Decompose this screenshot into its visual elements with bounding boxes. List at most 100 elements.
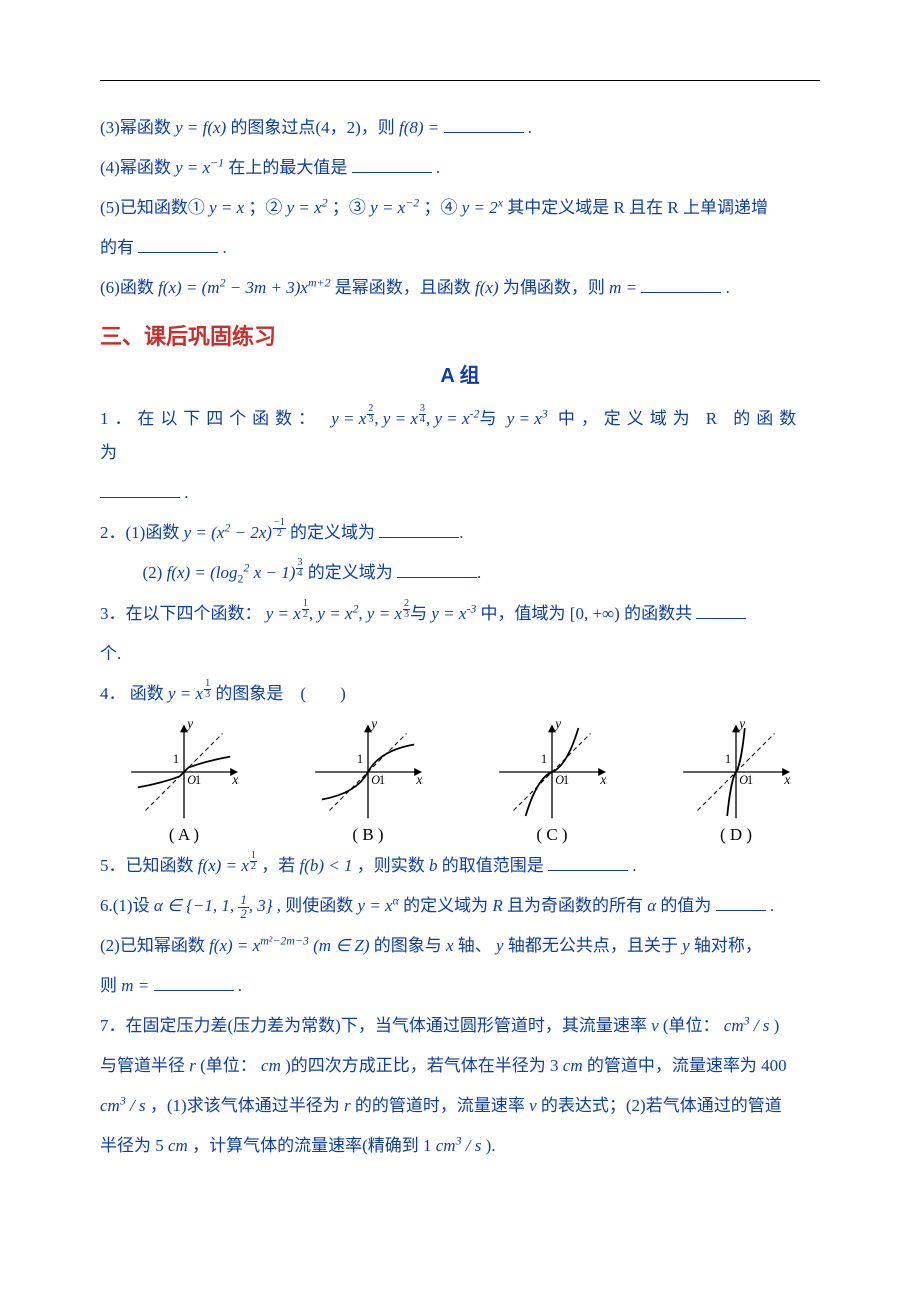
a7-l4t: ). <box>486 1136 496 1155</box>
a1-e0d: 3 <box>367 415 374 425</box>
q5-prefix: (5)已知函数① <box>100 198 209 217</box>
graph-a: y x O 1 1 ( A ) <box>100 717 268 845</box>
a3-i0: y = x <box>266 604 301 623</box>
graphs-row: y x O 1 1 ( A ) y x O 1 1 ( B ) <box>100 717 820 845</box>
a2-l2t: 的定义域为 <box>308 563 393 582</box>
a4-math: y = x <box>168 684 203 703</box>
q6-tail: . <box>726 278 730 297</box>
a7-l4s: / s <box>462 1136 482 1155</box>
a6-mid4: 的值为 <box>660 896 711 915</box>
top-q3: (3)幂函数 y = f(x) 的图象过点(4，2)，则 f(8) = . <box>100 111 820 145</box>
a6-blank2 <box>154 975 234 991</box>
svg-text:1: 1 <box>725 752 731 766</box>
q5-tail: . <box>223 238 227 257</box>
graph-b: y x O 1 1 ( B ) <box>284 717 452 845</box>
a6-l3m: m = <box>121 976 153 995</box>
q4-exp: −1 <box>210 155 224 169</box>
a2-l2ed: 4 <box>296 569 303 579</box>
q5-e4: x <box>498 195 503 209</box>
a6-alpha3: α <box>647 896 656 915</box>
a-q6-l2: (2)已知幂函数 f(x) = xm²−2m−3 (m ∈ Z) 的图象与 x … <box>100 929 820 963</box>
q5-l2: 的有 <box>100 238 134 257</box>
a1-tail: . <box>184 483 188 502</box>
a-q3: 3．在以下四个函数： y = x12, y = x2, y = x23与 y =… <box>100 597 820 631</box>
q6-m1: f(x) = (m <box>158 278 220 297</box>
q6-prefix: (6)函数 <box>100 278 158 297</box>
a3-i1: y = x <box>317 604 352 623</box>
a7-r2: r <box>344 1096 351 1115</box>
a7-v: v <box>651 1016 659 1035</box>
a7-l4m: ，计算气体的流量速率(精确到 1 <box>192 1136 436 1155</box>
a1-e3: 3 <box>542 406 548 420</box>
a2-l2b <box>397 562 477 578</box>
q4-mid: 在上的最大值是 <box>228 158 347 177</box>
q3-math2: f(8) = <box>399 118 444 137</box>
a7-l2b: 的管道中，流量速率为 400 <box>587 1056 787 1075</box>
a5-mid1: ，若 <box>261 856 299 875</box>
a6-l2mid3: 轴都无公共点，且关于 <box>508 936 682 955</box>
q4-prefix: (4)幂函数 <box>100 158 175 177</box>
q5-f2: y = x <box>287 198 322 217</box>
a6-l1p: 6.(1)设 <box>100 896 154 915</box>
a3-prefix: 3．在以下四个函数： <box>100 604 262 623</box>
a7-v2: v <box>529 1096 537 1115</box>
a6-mid: , 则使函数 <box>277 896 358 915</box>
svg-text:x: x <box>415 772 422 787</box>
svg-text:y: y <box>553 717 561 731</box>
a6-ax: x <box>446 936 454 955</box>
a-q2-l1: 2．(1)函数 y = (x2 − 2x)−12 的定义域为 . <box>100 516 820 550</box>
a7-l3m3: 的表达式；(2)若气体通过的管道 <box>541 1096 782 1115</box>
a5-ed: 2 <box>250 862 257 872</box>
a6-ay2: y <box>682 936 690 955</box>
a7-cm3: cm <box>436 1136 456 1155</box>
a2-l2m: f(x) = (log <box>167 563 238 582</box>
a3-tail: 个. <box>100 644 121 663</box>
a-q4: 4． 函数 y = x13 的图象是 ( ) <box>100 677 820 711</box>
a7-l4a: 半径为 5 <box>100 1136 168 1155</box>
graph-c: y x O 1 1 ( C ) <box>468 717 636 845</box>
a6-mid3: 且为奇函数的所有 <box>507 896 647 915</box>
a6-tail: . <box>770 896 774 915</box>
q4-math: y = x <box>175 158 210 177</box>
a2-l2p: (2) <box>143 563 167 582</box>
q6-m2: f(x) <box>475 278 499 297</box>
q6-m3: m = <box>609 278 641 297</box>
q5-e3: −2 <box>405 195 419 209</box>
a7-l3s: / s <box>126 1096 146 1115</box>
q5-e2: 2 <box>322 195 328 209</box>
svg-text:1: 1 <box>541 752 547 766</box>
a7-u1t: ) <box>774 1016 780 1035</box>
a7-l3m: ，(1)求该气体通过半径为 <box>150 1096 344 1115</box>
svg-text:y: y <box>737 717 745 731</box>
a-q7-l1: 7．在固定压力差(压力差为常数)下，当气体通过圆形管道时，其流量速率 v (单位… <box>100 1009 820 1043</box>
q3-blank <box>444 117 524 133</box>
graph-a-label: ( A ) <box>100 825 268 845</box>
q5-mid: 其中定义域是 R 且在 R 上单调递增 <box>507 198 768 217</box>
q5-s2: ；③ <box>332 198 370 217</box>
a-q2-l2: (2) f(x) = (log22 x − 1)34 的定义域为 . <box>100 556 820 591</box>
a1-blank <box>100 482 180 498</box>
a4-mid: 的图象是 ( ) <box>215 684 345 703</box>
a2-l1p: 2．(1)函数 <box>100 523 184 542</box>
a-q7-l4: 半径为 5 cm ，计算气体的流量速率(精确到 1 cm3 / s ). <box>100 1129 820 1163</box>
q6-e1: 2 <box>220 275 226 289</box>
q5-s1: ；② <box>248 198 286 217</box>
a5-tail: . <box>632 856 636 875</box>
a7-cm1: cm <box>563 1056 583 1075</box>
a3-e0d: 2 <box>302 610 309 620</box>
svg-text:y: y <box>185 717 193 731</box>
a3-blank <box>696 603 746 619</box>
svg-text:x: x <box>231 772 238 787</box>
a5-math: f(x) = x <box>198 856 249 875</box>
a2-l2sup: 2 <box>243 560 249 574</box>
svg-text:1: 1 <box>357 752 363 766</box>
q6-mid2: 是幂函数，且函数 <box>335 278 475 297</box>
q6-mid3: 为偶函数，则 <box>503 278 609 297</box>
top-q5-l2: 的有 . <box>100 231 820 265</box>
a7-l3a: cm <box>100 1096 120 1115</box>
svg-text:1: 1 <box>173 752 179 766</box>
a7-l2: 与管道半径 <box>100 1056 189 1075</box>
top-q6: (6)函数 f(x) = (m2 − 3m + 3)xm+2 是幂函数，且函数 … <box>100 271 820 305</box>
a3-i2: y = x <box>367 604 402 623</box>
q6-blank <box>641 277 721 293</box>
